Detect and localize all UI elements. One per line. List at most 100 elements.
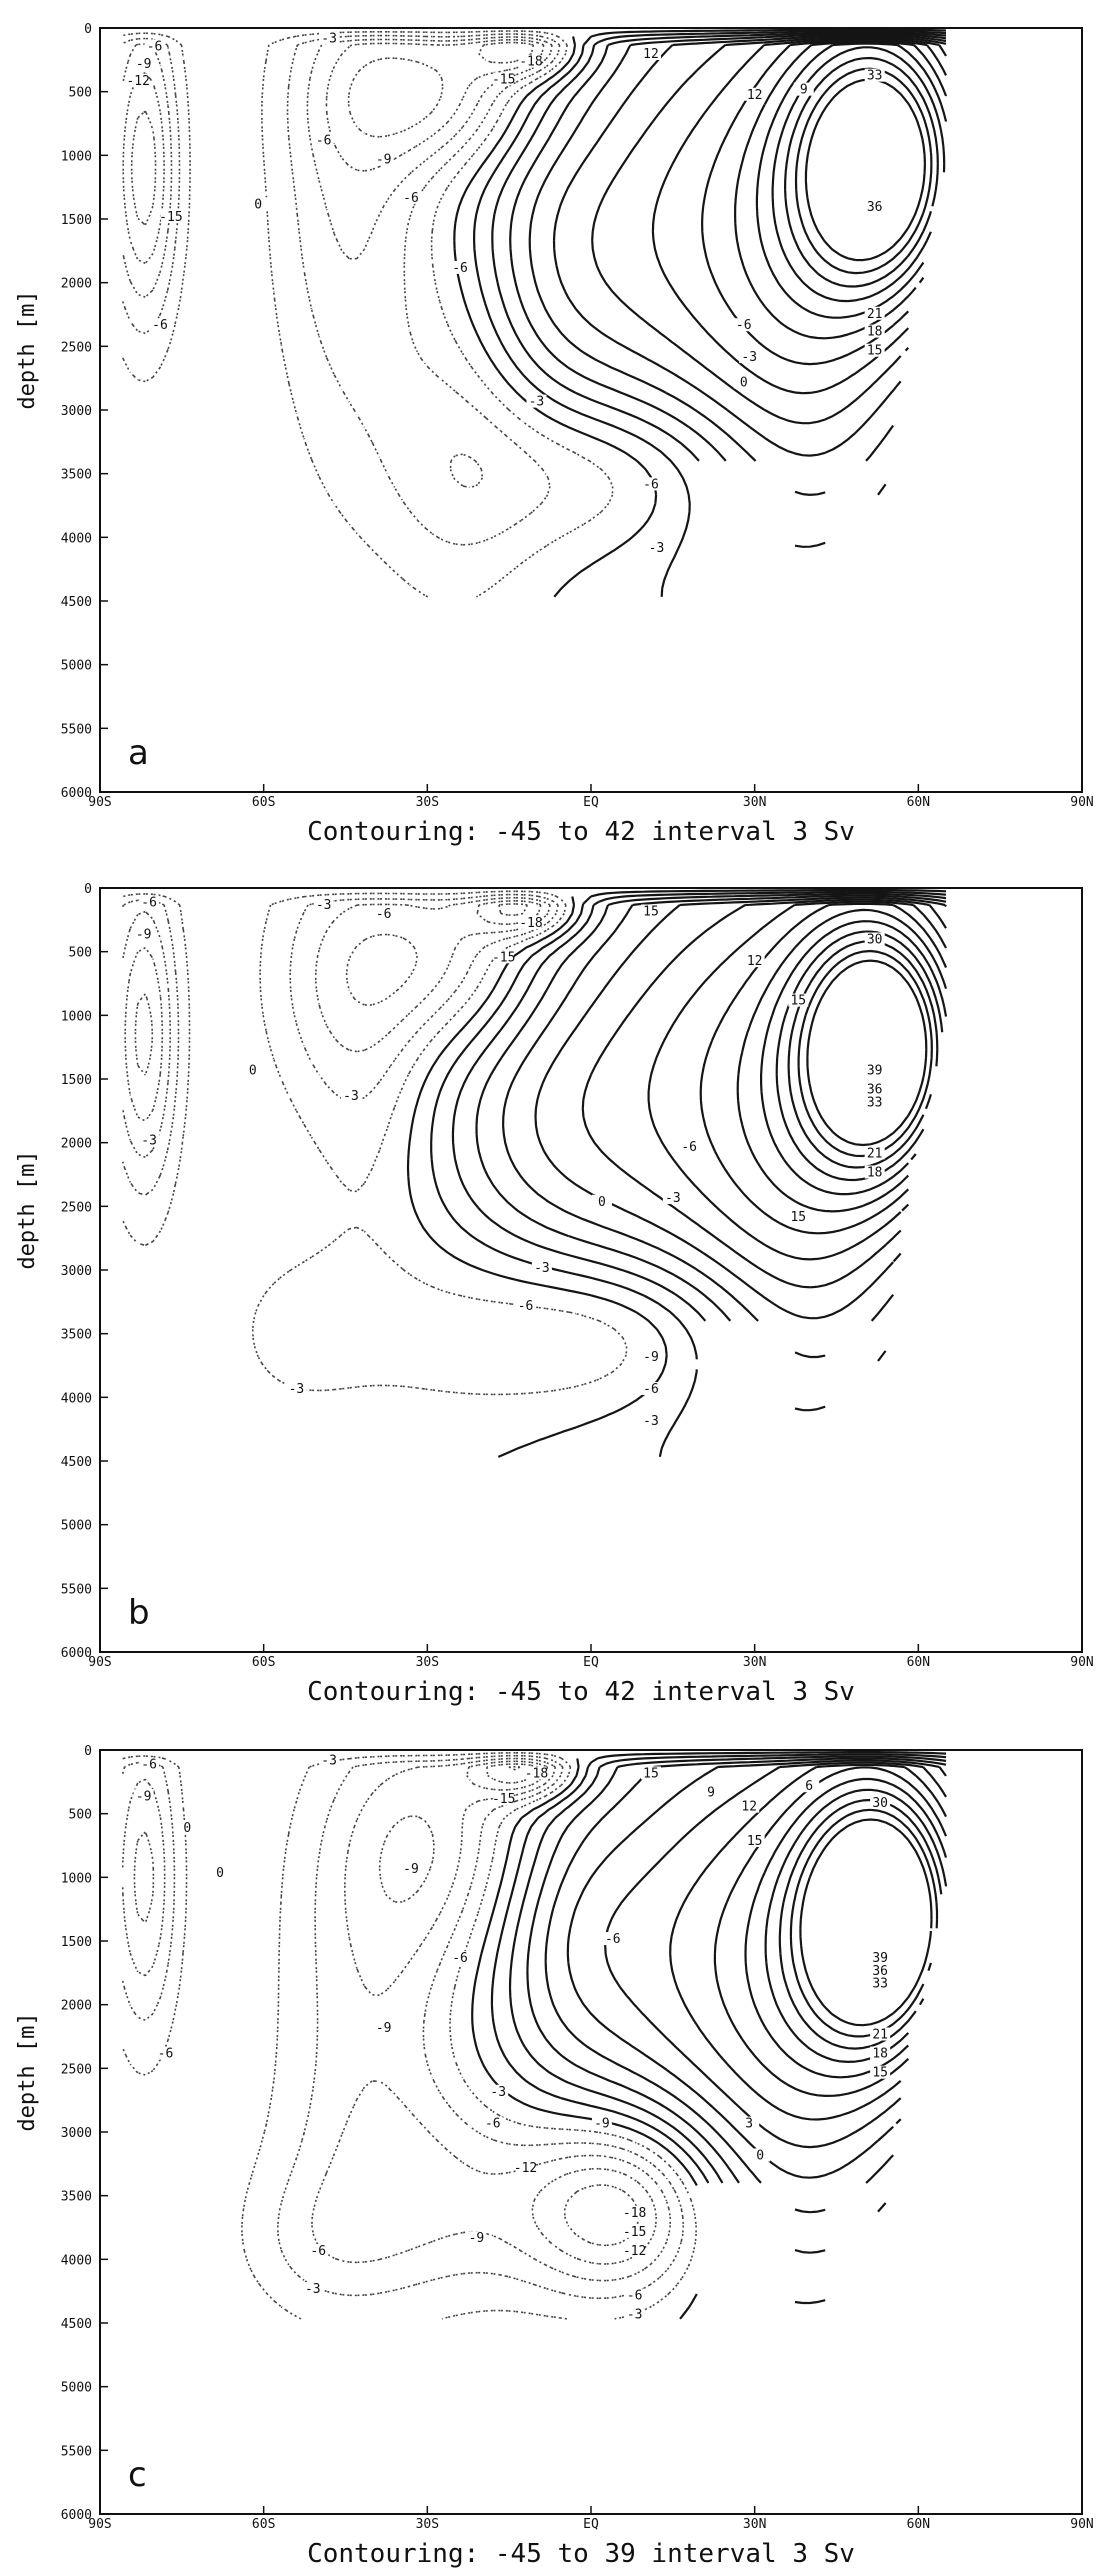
y-tick-label: 5000 bbox=[61, 659, 92, 674]
contour-label-bg bbox=[793, 82, 814, 96]
contour-label-bg bbox=[624, 2307, 645, 2321]
contour-label-bg bbox=[679, 1140, 700, 1154]
x-tick-label: 90N bbox=[1070, 1655, 1093, 1670]
contour-label: 21 bbox=[867, 1146, 883, 1161]
contour-label-bg bbox=[531, 1261, 552, 1274]
contour-label-bg bbox=[744, 87, 765, 101]
contour-label: -15 bbox=[492, 72, 515, 87]
contour-label: 30 bbox=[872, 1796, 888, 1811]
y-tick-label: 4500 bbox=[61, 1455, 92, 1470]
x-tick-label: 60N bbox=[907, 1655, 930, 1670]
x-tick-label: 60S bbox=[252, 1655, 275, 1670]
contour-label-bg bbox=[340, 1089, 361, 1103]
contour-label-bg bbox=[788, 993, 809, 1007]
contour-label: -15 bbox=[623, 2225, 646, 2240]
contour-level bbox=[799, 1818, 933, 2027]
contour-label-bg bbox=[750, 2148, 771, 2162]
contour-label-bg bbox=[744, 1833, 765, 1847]
x-tick-label: 90S bbox=[88, 795, 111, 810]
contour-label-bg bbox=[870, 1795, 891, 1809]
contour-label: -18 bbox=[525, 1766, 548, 1781]
contour-label: -6 bbox=[141, 896, 157, 911]
x-tick-label: 60S bbox=[252, 795, 275, 810]
contour-label-bg bbox=[641, 1381, 662, 1395]
contour-caption: Contouring: -45 to 42 interval 3 Sv bbox=[307, 817, 855, 847]
contour-label-bg bbox=[493, 1791, 514, 1805]
contour-label-bg bbox=[788, 1210, 809, 1224]
contour-label: -3 bbox=[643, 1414, 659, 1429]
y-axis-title: depth [m] bbox=[15, 290, 40, 409]
x-tick-label: 90N bbox=[1070, 2517, 1093, 2532]
contour-level bbox=[121, 33, 561, 546]
contour-label: 36 bbox=[872, 1964, 888, 1979]
contour-label-bg bbox=[739, 1799, 760, 1813]
contour-label: -9 bbox=[376, 153, 392, 168]
contour-label: 12 bbox=[747, 88, 763, 103]
contour-label: -6 bbox=[316, 134, 332, 149]
x-tick-label: 30S bbox=[416, 1655, 439, 1670]
y-tick-label: 500 bbox=[69, 1808, 92, 1823]
contour-label: 0 bbox=[183, 1821, 191, 1836]
contour-label-bg bbox=[144, 39, 165, 53]
contour-level bbox=[430, 888, 947, 1458]
contour-lines bbox=[121, 888, 948, 1458]
contour-label-bg bbox=[864, 68, 885, 82]
contour-label: 36 bbox=[867, 1083, 883, 1098]
contour-label-bg bbox=[864, 306, 885, 320]
contour-level bbox=[121, 36, 553, 489]
contour-level bbox=[121, 897, 551, 1158]
contour-level bbox=[491, 29, 947, 462]
y-tick-label: 3000 bbox=[61, 2126, 92, 2141]
x-tick-label: 60N bbox=[907, 795, 930, 810]
contour-label: 12 bbox=[747, 954, 763, 969]
contour-label-bg bbox=[870, 2046, 891, 2060]
contour-label-bg bbox=[864, 1063, 885, 1077]
contour-level bbox=[406, 896, 668, 1458]
contour-label: 21 bbox=[867, 307, 883, 322]
y-tick-label: 3000 bbox=[61, 404, 92, 419]
contour-label: 39 bbox=[867, 1064, 883, 1079]
contour-label: -6 bbox=[403, 191, 419, 206]
contour-level bbox=[647, 900, 948, 1261]
contour-level bbox=[744, 1777, 948, 2079]
panel-label: b bbox=[128, 1593, 150, 1633]
y-tick-label: 1500 bbox=[61, 1073, 92, 1088]
contour-level bbox=[787, 940, 939, 1169]
contour-label-bg bbox=[488, 2084, 509, 2098]
y-tick-label: 1500 bbox=[61, 1935, 92, 1950]
contour-label-bg bbox=[864, 1095, 885, 1109]
contour-level bbox=[591, 36, 947, 425]
contour-label: -6 bbox=[627, 2289, 643, 2304]
x-tick-label: 30N bbox=[743, 2517, 766, 2532]
x-tick-label: 60N bbox=[907, 2517, 930, 2532]
x-tick-label: 60S bbox=[252, 2517, 275, 2532]
contour-level bbox=[130, 41, 535, 226]
y-tick-label: 4000 bbox=[61, 2253, 92, 2268]
contour-level bbox=[526, 1755, 947, 2254]
contour-label-bg bbox=[139, 1757, 160, 1771]
contour-label: -6 bbox=[643, 1382, 659, 1397]
contour-label: -3 bbox=[289, 1382, 305, 1397]
contour-label: -6 bbox=[485, 2117, 501, 2132]
contour-label-bg bbox=[319, 1753, 340, 1767]
contour-level bbox=[508, 1753, 947, 2305]
contour-label: -6 bbox=[643, 477, 659, 492]
contour-labels: -6 -9 -12 -15 -6 0 -3 -6 -9 -6 -15 -18 -6 -3 -6 -3 12 12 9… bbox=[126, 31, 885, 556]
contour-label-bg bbox=[739, 350, 760, 364]
contour-label-bg bbox=[799, 1779, 820, 1793]
contour-label: -6 bbox=[681, 1140, 697, 1155]
contour-label-bg bbox=[733, 318, 754, 332]
contour-label-bg bbox=[139, 1133, 160, 1147]
x-tick-label: 90N bbox=[1070, 795, 1093, 810]
contour-label: 0 bbox=[254, 197, 262, 212]
contour-label: -3 bbox=[741, 350, 757, 365]
contour-label-bg bbox=[515, 1299, 536, 1313]
contour-label-bg bbox=[641, 904, 662, 918]
contour-level bbox=[794, 67, 933, 275]
contour-label-bg bbox=[739, 2116, 760, 2130]
contour-level bbox=[121, 1757, 671, 2282]
y-axis-title: depth [m] bbox=[15, 2012, 40, 2131]
y-tick-label: 1000 bbox=[61, 1871, 92, 1886]
y-tick-label: 0 bbox=[84, 22, 92, 37]
contour-label: 21 bbox=[872, 2028, 888, 2043]
